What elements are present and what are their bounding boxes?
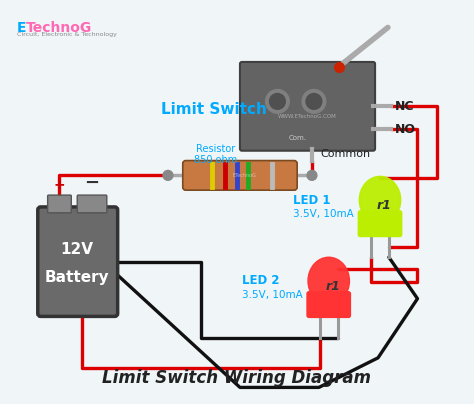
Text: NC: NC [395,100,414,113]
Text: −: − [84,174,100,192]
Text: LED 1: LED 1 [293,194,331,206]
Circle shape [163,170,173,180]
Text: Com.: Com. [289,135,307,141]
Circle shape [307,170,317,180]
Circle shape [270,93,285,109]
Text: ETechnoG: ETechnoG [233,173,257,178]
FancyBboxPatch shape [183,160,297,190]
Text: WWW.ETechnoG.COM: WWW.ETechnoG.COM [278,114,337,119]
Text: LED 2: LED 2 [242,274,280,287]
Text: 3.5V, 10mA: 3.5V, 10mA [293,209,354,219]
Ellipse shape [308,257,349,305]
Text: 3.5V, 10mA: 3.5V, 10mA [242,290,303,300]
Text: TechnoG: TechnoG [26,21,92,34]
Text: r1: r1 [325,280,340,293]
FancyBboxPatch shape [240,62,375,151]
Text: NO: NO [395,122,416,135]
Circle shape [306,93,322,109]
FancyBboxPatch shape [307,292,350,318]
Text: 850 ohm: 850 ohm [194,154,237,164]
Text: Resistor: Resistor [196,144,235,154]
FancyBboxPatch shape [38,207,118,316]
Text: r1: r1 [376,200,392,213]
FancyBboxPatch shape [77,195,107,213]
Text: E: E [17,21,27,34]
Circle shape [302,90,326,113]
FancyBboxPatch shape [48,195,71,213]
Text: 12V: 12V [61,242,94,257]
Text: Common: Common [320,149,371,159]
Text: Circuit, Electronic & Technology: Circuit, Electronic & Technology [17,32,117,37]
Text: Limit Switch: Limit Switch [161,102,267,117]
FancyBboxPatch shape [358,211,401,236]
Circle shape [265,90,289,113]
Text: +: + [54,178,65,192]
Ellipse shape [359,177,401,224]
Text: Limit Switch Wiring Diagram: Limit Switch Wiring Diagram [102,369,372,387]
Text: Battery: Battery [45,270,109,285]
